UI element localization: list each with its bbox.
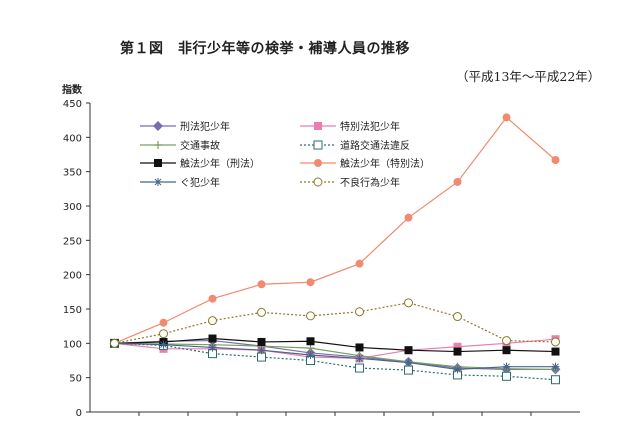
data-point bbox=[314, 159, 322, 167]
data-point bbox=[355, 259, 364, 268]
y-tick-label: 450 bbox=[63, 99, 82, 110]
data-point bbox=[551, 337, 560, 347]
y-tick-label: 100 bbox=[63, 339, 82, 350]
data-point bbox=[502, 371, 511, 381]
legend-label: 道路交通法違反 bbox=[340, 139, 410, 152]
data-point bbox=[257, 346, 266, 355]
data-point bbox=[502, 362, 511, 371]
data-point bbox=[453, 312, 462, 322]
y-tick-label: 150 bbox=[63, 305, 82, 316]
data-point bbox=[110, 338, 119, 348]
legend-item: 刑法犯少年 bbox=[140, 120, 230, 133]
series-line bbox=[114, 342, 556, 371]
series-line bbox=[114, 116, 556, 344]
legend-label: 刑法犯少年 bbox=[180, 120, 230, 133]
data-point bbox=[159, 329, 168, 339]
data-point bbox=[257, 307, 266, 317]
legend-item: 触法少年（刑法） bbox=[140, 157, 260, 170]
series-group bbox=[110, 113, 560, 348]
data-point bbox=[355, 363, 364, 373]
legend-label: 特別法犯少年 bbox=[340, 120, 400, 133]
data-point bbox=[453, 342, 462, 351]
data-point bbox=[453, 347, 462, 356]
data-point bbox=[355, 354, 364, 363]
data-point bbox=[502, 336, 511, 346]
y-tick-label: 350 bbox=[63, 168, 82, 179]
data-point bbox=[314, 122, 322, 130]
legend-item: 触法少年（特別法） bbox=[300, 157, 430, 170]
data-point bbox=[502, 346, 511, 355]
data-point bbox=[154, 178, 162, 186]
data-point bbox=[355, 307, 364, 317]
y-tick-label: 0 bbox=[76, 408, 82, 419]
series-line bbox=[114, 342, 556, 381]
data-point bbox=[257, 337, 266, 346]
y-tick-label: 400 bbox=[63, 133, 82, 144]
y-tick-label: 50 bbox=[69, 374, 82, 385]
chart-title: 第１図 非行少年等の検挙・補導人員の推移 bbox=[120, 41, 410, 57]
data-point bbox=[502, 113, 511, 122]
legend-item: 道路交通法違反 bbox=[300, 139, 410, 152]
y-tick-label: 200 bbox=[63, 271, 82, 282]
series-group bbox=[110, 298, 560, 348]
legend-label: 触法少年（刑法） bbox=[180, 157, 260, 170]
data-point bbox=[306, 351, 315, 360]
series-line bbox=[114, 337, 556, 353]
data-point bbox=[551, 362, 560, 371]
data-point bbox=[159, 318, 168, 327]
data-point bbox=[306, 337, 315, 346]
series-line bbox=[114, 339, 556, 371]
series-line bbox=[114, 338, 556, 360]
data-point bbox=[306, 344, 315, 353]
data-point bbox=[355, 343, 364, 352]
data-point bbox=[257, 280, 266, 289]
data-point bbox=[551, 155, 560, 164]
data-point bbox=[257, 352, 266, 362]
data-point bbox=[404, 213, 413, 222]
data-point bbox=[313, 140, 323, 150]
y-tick-label: 300 bbox=[63, 202, 82, 213]
data-point bbox=[154, 159, 162, 167]
data-point bbox=[208, 316, 217, 326]
data-point bbox=[404, 298, 413, 308]
data-point bbox=[159, 340, 168, 349]
legend-label: 不良行為少年 bbox=[340, 176, 400, 189]
legend-label: 交通事故 bbox=[180, 139, 220, 152]
data-point bbox=[404, 346, 413, 355]
series-line bbox=[114, 302, 556, 344]
y-axis-label: 指数 bbox=[62, 83, 83, 96]
chart-subtitle: （平成13年〜平成22年） bbox=[456, 69, 601, 84]
data-point bbox=[154, 141, 162, 149]
legend-item: ぐ犯少年 bbox=[140, 176, 220, 189]
data-point bbox=[208, 334, 217, 343]
legend-item: 特別法犯少年 bbox=[300, 120, 400, 133]
data-point bbox=[551, 375, 560, 385]
data-point bbox=[208, 294, 217, 303]
series-group bbox=[110, 335, 560, 363]
data-point bbox=[306, 278, 315, 287]
data-point bbox=[306, 311, 315, 321]
legend-label: 触法少年（特別法） bbox=[340, 157, 430, 170]
data-point bbox=[313, 177, 323, 187]
series-group bbox=[110, 339, 560, 374]
data-point bbox=[153, 121, 163, 131]
data-point bbox=[404, 358, 413, 367]
data-point bbox=[208, 343, 217, 352]
y-tick-label: 250 bbox=[63, 236, 82, 247]
legend-item: 交通事故 bbox=[140, 139, 220, 152]
legend-label: ぐ犯少年 bbox=[180, 176, 220, 189]
data-point bbox=[453, 177, 462, 186]
data-point bbox=[453, 365, 462, 374]
data-point bbox=[404, 365, 413, 375]
data-point bbox=[551, 347, 560, 356]
legend-item: 不良行為少年 bbox=[300, 176, 400, 189]
